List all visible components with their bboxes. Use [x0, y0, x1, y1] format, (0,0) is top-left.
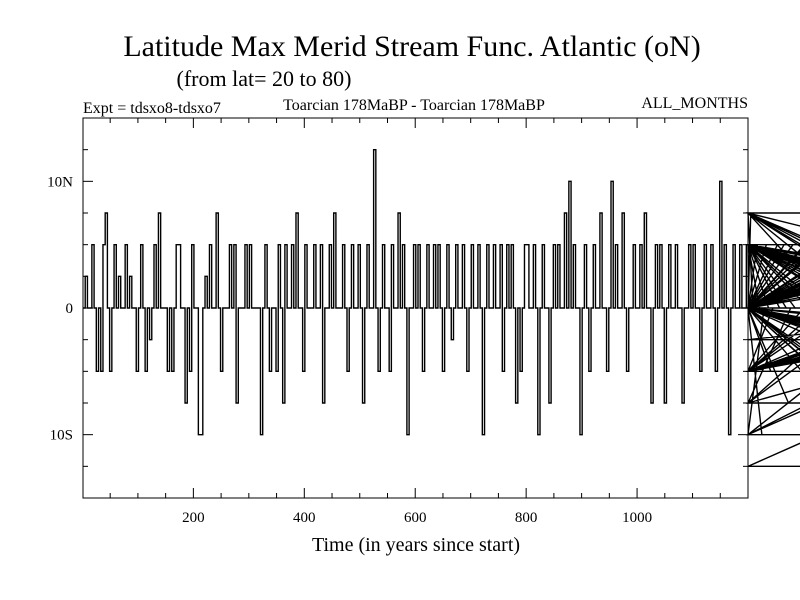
x-tick-label: 1000 — [622, 510, 652, 526]
x-axis-label: Time (in years since start) — [312, 534, 520, 556]
x-tick-label: 800 — [515, 510, 538, 526]
experiment-label: Expt = tdsxo8-tdsxo7 — [83, 100, 221, 117]
period-label: ALL_MONTHS — [641, 95, 748, 112]
comparison-label: Toarcian 178MaBP - Toarcian 178MaBP — [283, 97, 545, 114]
x-tick-label: 400 — [293, 510, 316, 526]
axis-ticks — [83, 118, 748, 498]
y-tick-label: 10S — [50, 428, 73, 444]
y-tick-label: 0 — [66, 301, 74, 317]
series-line — [83, 148, 800, 468]
x-tick-label: 600 — [404, 510, 427, 526]
x-tick-label: 200 — [182, 510, 205, 526]
plot-frame — [82, 117, 749, 499]
y-tick-label: 10N — [47, 174, 73, 190]
tick-labels: 200 400 600 800 1000 10N 0 10S — [47, 174, 652, 526]
chart-subtitle: (from lat= 20 to 80) — [177, 66, 352, 91]
chart-title: Latitude Max Merid Stream Func. Atlantic… — [123, 30, 700, 63]
